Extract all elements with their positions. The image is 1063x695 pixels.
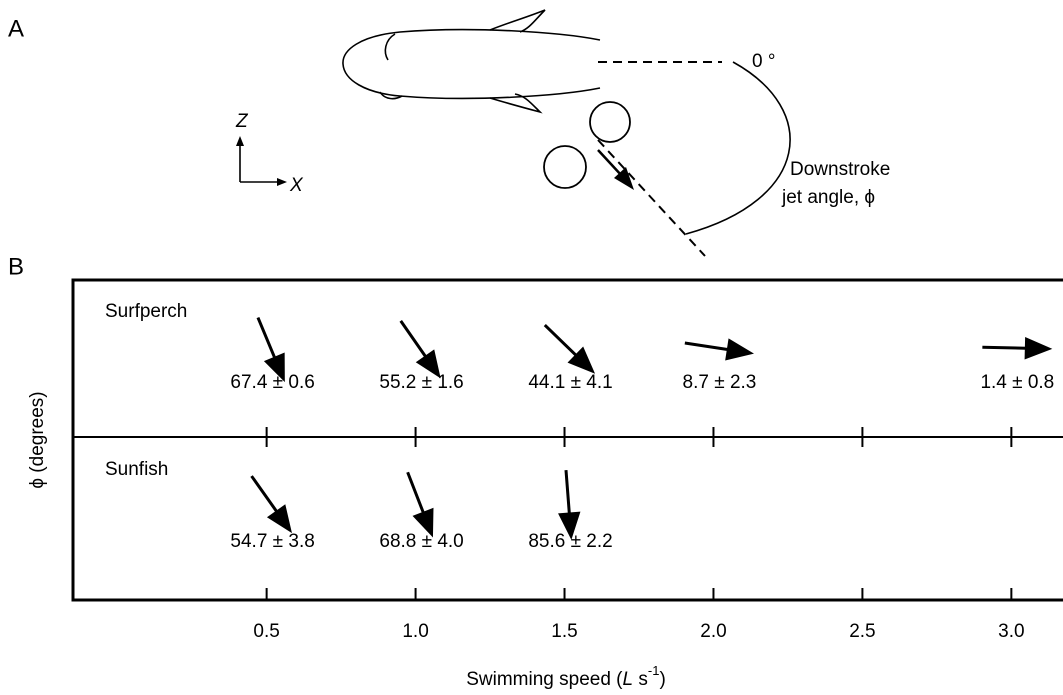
jet-arrow-head xyxy=(614,167,634,190)
axis-icon-label: Z xyxy=(235,111,249,132)
jet-arrow xyxy=(558,469,581,540)
value-label: 8.7 ± 2.3 xyxy=(683,372,757,393)
value-label: 55.2 ± 1.6 xyxy=(379,372,463,393)
jet-arrow xyxy=(250,475,292,534)
value-label: 54.7 ± 3.8 xyxy=(230,531,314,552)
axes-icon xyxy=(239,142,280,183)
x-axis-label: Swimming speed (L s-1) xyxy=(466,663,666,690)
fish-drawing xyxy=(342,9,601,114)
panel-label: A xyxy=(8,15,24,42)
angle-label: jet angle, ϕ xyxy=(781,187,875,208)
zero-label: 0 ° xyxy=(752,51,775,72)
plot-frame xyxy=(71,278,1063,602)
axes-icon xyxy=(277,178,287,186)
x-tick-label: 1.0 xyxy=(402,621,428,642)
jet-arrow xyxy=(406,471,434,538)
jet-arrow xyxy=(256,316,285,383)
jet-arrow xyxy=(399,320,441,379)
value-label: 85.6 ± 2.2 xyxy=(528,531,612,552)
series-name: Surfperch xyxy=(105,301,187,322)
jet-arrow xyxy=(982,337,1053,360)
series-name: Sunfish xyxy=(105,459,168,480)
axes-icon xyxy=(236,136,244,146)
angle-arc xyxy=(685,61,791,235)
vortex xyxy=(543,145,587,189)
y-axis-label: ϕ (degrees) xyxy=(27,391,48,488)
x-tick-label: 1.5 xyxy=(551,621,577,642)
jet-arrow xyxy=(684,338,755,361)
vortex xyxy=(589,101,631,143)
x-tick-label: 2.5 xyxy=(849,621,875,642)
jet-line xyxy=(597,139,706,257)
angle-label: Downstroke xyxy=(790,159,890,180)
panel-label: B xyxy=(8,253,24,280)
value-label: 67.4 ± 0.6 xyxy=(230,372,314,393)
value-label: 68.8 ± 4.0 xyxy=(379,531,463,552)
jet-arrow xyxy=(543,323,596,374)
jet-arrow xyxy=(597,149,623,177)
x-tick-label: 2.0 xyxy=(700,621,726,642)
axis-icon-label: X xyxy=(289,175,304,196)
value-label: 1.4 ± 0.8 xyxy=(980,372,1054,393)
value-label: 44.1 ± 4.1 xyxy=(528,372,612,393)
x-tick-label: 0.5 xyxy=(253,621,279,642)
x-tick-label: 3.0 xyxy=(998,621,1024,642)
